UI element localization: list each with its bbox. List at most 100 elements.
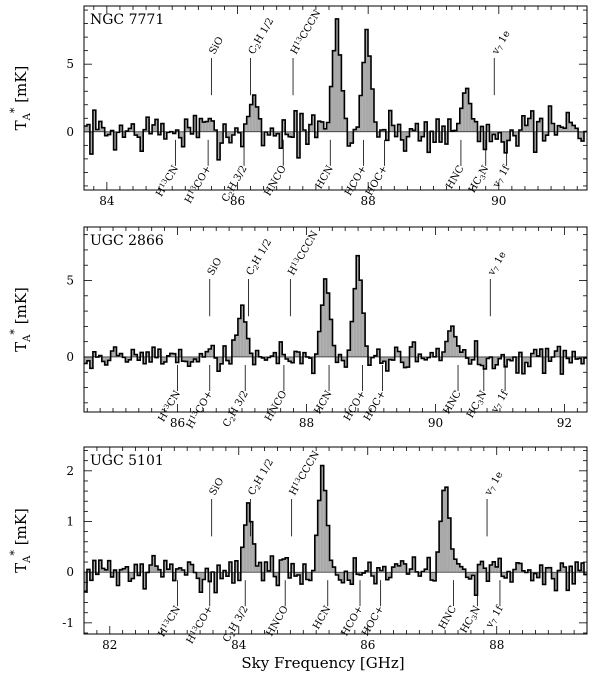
spectrum-bar xyxy=(385,131,389,141)
y-axis-label-sub: A xyxy=(22,555,33,564)
line-label-down: HC3N xyxy=(467,164,492,196)
spectrum-bar xyxy=(444,341,448,357)
spectrum-bar xyxy=(368,56,372,132)
spectrum-bar xyxy=(246,502,250,573)
spectrum-bar xyxy=(302,352,306,357)
y-tick-label: 5 xyxy=(66,274,74,288)
spectrum-bar xyxy=(143,356,147,364)
y-axis-label-sup: * xyxy=(8,329,21,335)
spectrum-bar xyxy=(462,93,466,132)
spectrum-bar xyxy=(190,564,194,573)
spectrum-bar xyxy=(468,572,472,579)
x-tick-label: 84 xyxy=(99,194,115,208)
spectrum-bar xyxy=(157,569,161,573)
line-label-down: HC3N xyxy=(465,389,490,421)
spectrum-bar xyxy=(433,131,437,143)
spectrum-bar xyxy=(359,95,363,132)
spectrum-bar xyxy=(518,352,522,357)
y-tick-label: 2 xyxy=(66,464,74,478)
spectrum-bar xyxy=(217,356,221,372)
spectrum-bar xyxy=(524,125,528,132)
spectrum-bar xyxy=(403,563,407,573)
spectrum-bar xyxy=(92,351,96,357)
y-axis-label-unit: [mK] xyxy=(12,287,30,329)
x-tick-label: 88 xyxy=(361,194,376,208)
spectrum-bar xyxy=(101,568,105,573)
spectrum-bar xyxy=(468,103,472,132)
spectrum-bar xyxy=(297,352,300,357)
spectrum-bar xyxy=(382,129,386,132)
source-name: UGC 5101 xyxy=(90,453,164,469)
spectrum-bar xyxy=(252,95,256,132)
spectrum-bar xyxy=(297,131,300,158)
spectrum-bar xyxy=(542,131,546,141)
spectrum-bar xyxy=(409,346,413,357)
spectrum-bar xyxy=(453,559,457,573)
spectrum-bar xyxy=(371,572,374,577)
spectrum-bar xyxy=(285,557,289,573)
spectrum-bar xyxy=(226,356,229,361)
spectrum-bar xyxy=(208,348,212,357)
spectrum-bar xyxy=(394,131,398,137)
spectrum-bar xyxy=(557,125,561,132)
spectrum-bar xyxy=(178,349,182,357)
spectrum-bar xyxy=(264,562,268,573)
line-label-down: C2H 3/2 xyxy=(221,389,251,430)
spectrum-bar xyxy=(157,349,161,357)
spectrum-bar xyxy=(294,572,298,577)
spectrum-bar xyxy=(356,127,360,132)
spectrum-bar xyxy=(465,88,469,132)
spectrum-outline xyxy=(84,464,587,596)
line-label-down: H13CO+ xyxy=(184,604,215,646)
spectrum-bar xyxy=(430,572,434,581)
spectrum-bar xyxy=(456,345,460,357)
spectrum-bar xyxy=(181,131,185,147)
spectrum-bar xyxy=(181,570,185,573)
spectrum-bar xyxy=(299,113,303,132)
spectrum-bar xyxy=(356,255,360,357)
spectrum-bar xyxy=(137,131,141,138)
y-axis-label: TA* [mK] xyxy=(8,508,33,573)
spectrum-bar xyxy=(155,566,158,573)
spectrum-bar xyxy=(223,570,227,573)
spectrum-bar xyxy=(104,131,108,136)
spectrum-bar xyxy=(536,572,540,578)
spectrum-bar xyxy=(569,122,573,132)
spectrum-bar xyxy=(190,356,194,362)
spectrum-bar xyxy=(243,525,247,573)
spectrum-bar xyxy=(442,352,445,357)
spectrum-bar xyxy=(350,321,354,357)
spectrum-bar xyxy=(409,569,413,573)
spectrum-bar xyxy=(134,564,138,573)
spectrum-bar xyxy=(439,131,443,143)
spectrum-bar xyxy=(424,356,428,360)
spectrum-bar xyxy=(450,326,454,357)
spectrum-bar xyxy=(175,356,179,363)
spectrum-bar xyxy=(320,465,324,573)
spectrum-bar xyxy=(160,572,164,577)
spectrum-bar xyxy=(400,131,404,140)
spectrum-bar xyxy=(471,356,475,360)
spectrum-bar xyxy=(234,335,238,357)
spectrum-bar xyxy=(329,319,333,357)
spectrum-bar xyxy=(243,321,247,357)
spectrum-bar xyxy=(98,560,102,573)
spectrum-bar xyxy=(515,356,519,373)
spectrum-bar xyxy=(530,572,534,581)
spectrum-bar xyxy=(412,557,416,573)
y-axis-label-sub: A xyxy=(22,112,33,121)
spectrum-bar xyxy=(545,348,549,357)
spectrum-bar xyxy=(436,552,440,573)
spectrum-bar xyxy=(107,560,111,573)
x-tick-label: 92 xyxy=(557,416,572,430)
spectrum-bar xyxy=(527,569,531,573)
spectrum-bar xyxy=(515,131,519,146)
spectrum-bar xyxy=(403,131,407,152)
spectrum-bar xyxy=(326,122,330,132)
spectrum-bar xyxy=(557,346,561,357)
spectrum-bar xyxy=(584,572,587,575)
spectrum-bar xyxy=(427,557,431,573)
spectrum-bar xyxy=(240,547,244,573)
spectrum-bar xyxy=(143,129,147,132)
spectrum-bar xyxy=(382,356,386,362)
